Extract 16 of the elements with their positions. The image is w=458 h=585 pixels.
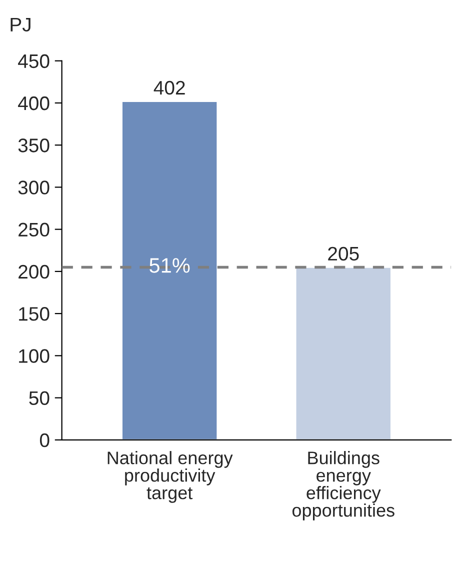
y-tick-label: 150 [19, 307, 50, 321]
y-tick-label: 350 [18, 138, 50, 152]
data-label: 205 [328, 246, 359, 261]
x-tick-label: National energy productivity target [108, 451, 233, 503]
y-tick-label: 250 [18, 222, 50, 237]
y-tick-label: 200 [18, 264, 50, 279]
y-tick-label: 400 [18, 96, 50, 110]
y-tick-label: 50 [29, 391, 50, 406]
y-axis-title: PJ [10, 18, 30, 32]
y-tick-label: 100 [19, 349, 50, 363]
annotation: 51% [150, 258, 190, 273]
y-tick-label: 300 [18, 180, 50, 194]
x-tick-label: Buildings energy efficiency opportunities [292, 451, 394, 520]
data-label: 402 [154, 80, 185, 95]
y-tick-label: 450 [18, 54, 50, 68]
y-tick-label: 0 [40, 433, 50, 448]
